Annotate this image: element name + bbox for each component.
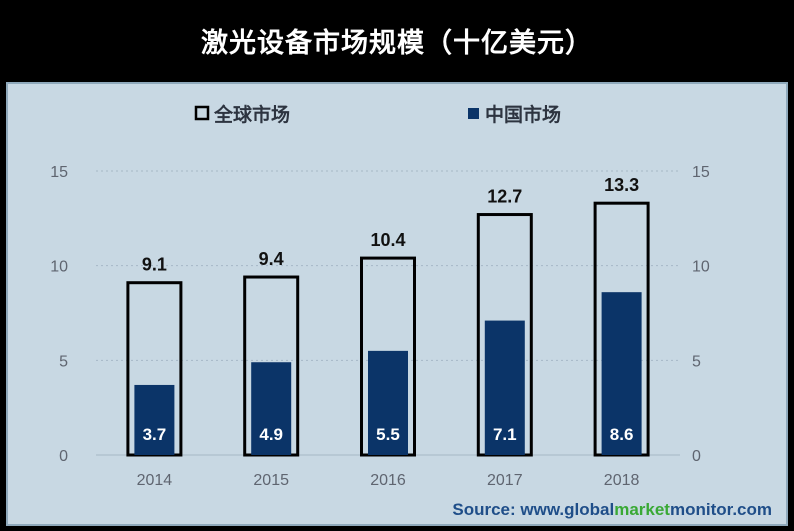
china-value-label: 8.6 [610, 425, 634, 444]
chart-title: 激光设备市场规模（十亿美元） [201, 27, 593, 59]
x-tick-label: 2014 [137, 472, 173, 489]
x-tick-label: 2018 [604, 472, 640, 489]
x-tick-label: 2016 [370, 472, 406, 489]
y-tick-label-right: 5 [692, 353, 701, 370]
y-tick-label-left: 10 [50, 259, 68, 276]
china-value-label: 4.9 [259, 425, 283, 444]
source-text-part: monitor [670, 500, 734, 519]
y-tick-label-left: 0 [59, 448, 68, 465]
legend-china-label: 中国市场 [485, 103, 561, 126]
china-value-label: 3.7 [143, 425, 167, 444]
china-bar [251, 362, 292, 455]
source-text: Source: www.globalmarketmonitor.com [452, 500, 772, 519]
global-value-label: 13.3 [604, 175, 639, 195]
china-value-label: 7.1 [493, 425, 517, 444]
legend-china-swatch [468, 108, 479, 119]
source-text-part: .com [732, 500, 772, 519]
china-bar [134, 384, 175, 455]
source-text-part: global [564, 500, 614, 519]
legend-global-swatch [194, 105, 210, 121]
china-value-label: 5.5 [376, 425, 400, 444]
y-tick-label-right: 0 [692, 448, 701, 465]
global-value-label: 9.4 [259, 249, 284, 269]
y-tick-label-right: 10 [692, 259, 710, 276]
y-tick-label-right: 15 [692, 164, 710, 181]
y-tick-label-left: 5 [59, 353, 68, 370]
china-bar [484, 320, 525, 455]
source-text-part: Source: www. [452, 500, 564, 519]
x-tick-label: 2017 [487, 472, 523, 489]
y-tick-label-left: 15 [50, 164, 68, 181]
source-text-part: market [614, 500, 670, 519]
global-value-label: 10.4 [370, 230, 405, 250]
legend-global-label: 全球市场 [213, 103, 290, 126]
global-value-label: 12.7 [487, 187, 522, 207]
china-bar [601, 292, 642, 455]
china-bar [368, 350, 408, 455]
global-value-label: 9.1 [142, 255, 167, 275]
x-tick-label: 2015 [253, 472, 289, 489]
